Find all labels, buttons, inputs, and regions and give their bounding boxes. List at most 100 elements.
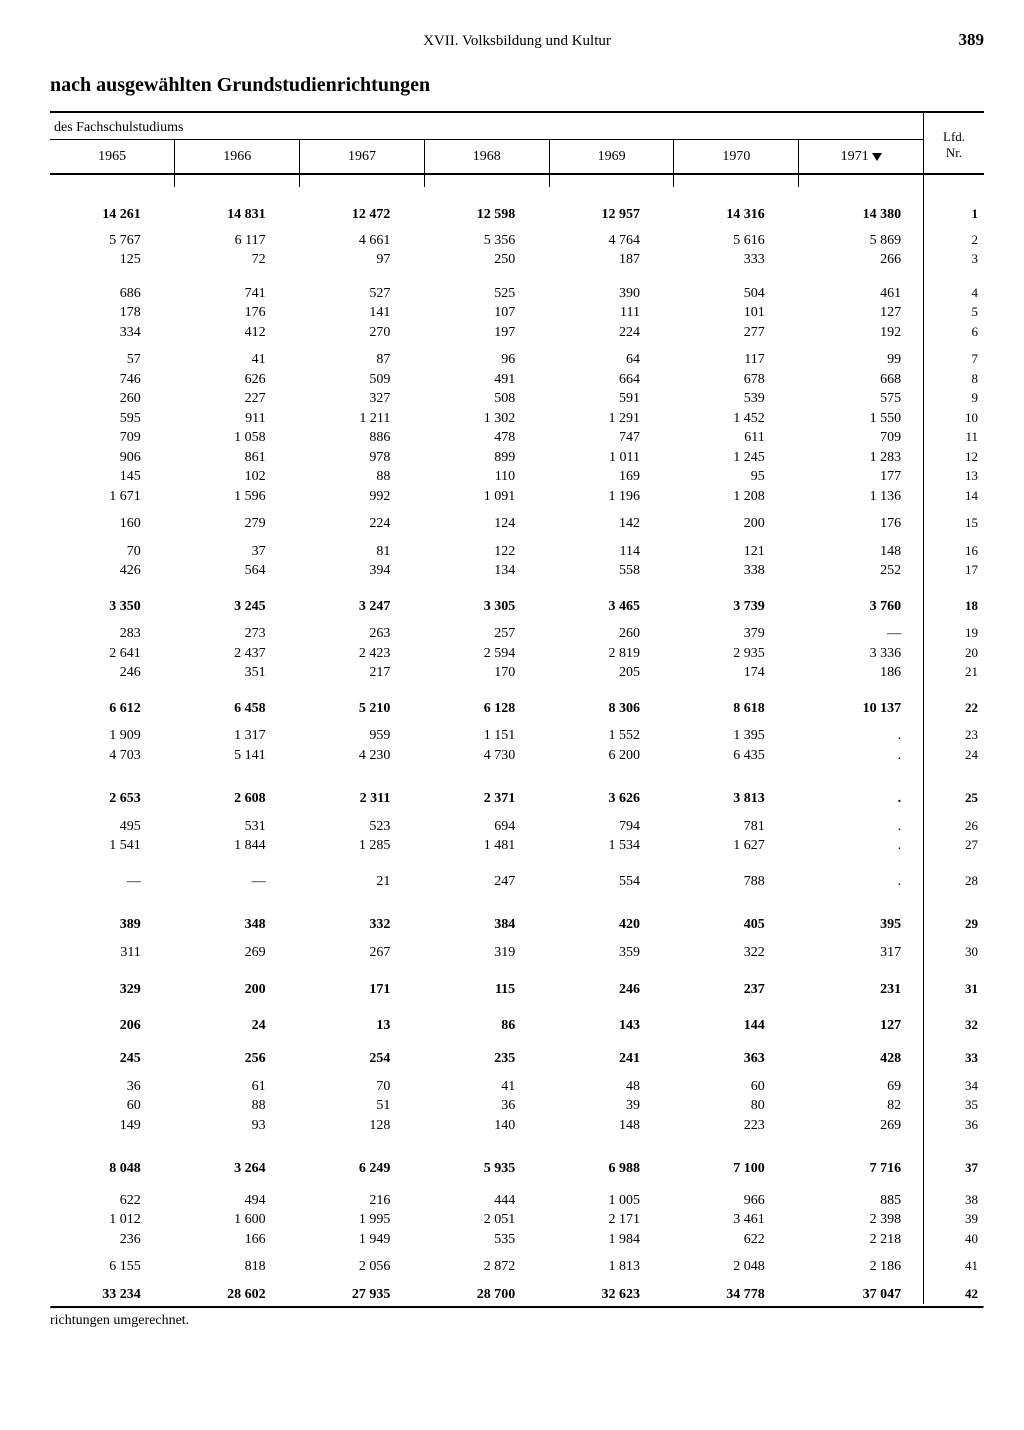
cell-value: 363	[674, 1049, 799, 1069]
cell-value: 200	[674, 514, 799, 534]
table-row: 1781761411071111011275	[50, 303, 984, 323]
cell-value: 611	[674, 428, 799, 448]
cell-value: 7 100	[674, 1159, 799, 1179]
cell-value: 3 760	[799, 597, 924, 617]
cell-value: 1 005	[549, 1191, 674, 1211]
lfd-nr: 32	[924, 1016, 984, 1036]
cell-value: 69	[799, 1077, 924, 1097]
cell-value: 558	[549, 561, 674, 581]
cell-value: 33 234	[50, 1285, 175, 1305]
cell-value: 3 245	[175, 597, 300, 617]
cell-value: 494	[175, 1191, 300, 1211]
table-row: 32920017111524623723131	[50, 980, 984, 1000]
lfd-nr: 18	[924, 597, 984, 617]
cell-value: 5 616	[674, 231, 799, 251]
cell-value: 495	[50, 817, 175, 837]
table-row: 7091 05888647874761170911	[50, 428, 984, 448]
cell-value: 57	[50, 350, 175, 370]
cell-value: 260	[50, 389, 175, 409]
cell-value: 5 210	[300, 699, 425, 719]
col-header-year: 1966	[175, 139, 300, 174]
data-table-wrapper: des Fachschulstudiums Lfd.Nr. 1965196619…	[50, 111, 984, 1304]
col-header-year: 1967	[300, 139, 425, 174]
cell-value: 575	[799, 389, 924, 409]
table-row: 2 6532 6082 3112 3713 6263 813.25	[50, 789, 984, 809]
cell-value: 3 461	[674, 1210, 799, 1230]
lfd-nr: 7	[924, 350, 984, 370]
cell-value: 1 136	[799, 487, 924, 507]
table-row: 9068619788991 0111 2451 28312	[50, 448, 984, 468]
col-header-year: 1970	[674, 139, 799, 174]
cell-value: 160	[50, 514, 175, 534]
cell-value: 60	[50, 1096, 175, 1116]
cell-value: 1 541	[50, 836, 175, 856]
cell-value: 241	[549, 1049, 674, 1069]
cell-value: 899	[424, 448, 549, 468]
cell-value: 348	[175, 915, 300, 935]
table-caption: des Fachschulstudiums	[50, 113, 924, 139]
lfd-nr: 17	[924, 561, 984, 581]
table-row: 16027922412414220017615	[50, 514, 984, 534]
cell-value: 252	[799, 561, 924, 581]
cell-value: 351	[175, 663, 300, 683]
cell-value: 523	[300, 817, 425, 837]
cell-value: 2 641	[50, 644, 175, 664]
cell-value: .	[799, 726, 924, 746]
cell-value: 14 380	[799, 205, 924, 225]
table-row: 6867415275253905044614	[50, 284, 984, 304]
cell-value: 277	[674, 323, 799, 343]
cell-value: 1 091	[424, 487, 549, 507]
cell-value: 1 949	[300, 1230, 425, 1250]
table-row: 283273263257260379—19	[50, 624, 984, 644]
cell-value: 224	[300, 514, 425, 534]
cell-value: 311	[50, 943, 175, 963]
cell-value: 2 171	[549, 1210, 674, 1230]
cell-value: 886	[300, 428, 425, 448]
cell-value: 192	[799, 323, 924, 343]
cell-value: 338	[674, 561, 799, 581]
page-number: 389	[924, 30, 984, 50]
cell-value: 2 872	[424, 1257, 549, 1277]
cell-value: 2 398	[799, 1210, 924, 1230]
cell-value: 1 452	[674, 409, 799, 429]
table-row: 1 9091 3179591 1511 5521 395.23	[50, 726, 984, 746]
cell-value: 12 472	[300, 205, 425, 225]
cell-value: 444	[424, 1191, 549, 1211]
lfd-nr: 1	[924, 205, 984, 225]
cell-value: 87	[300, 350, 425, 370]
cell-value: 216	[300, 1191, 425, 1211]
cell-value: 5 141	[175, 746, 300, 766]
cell-value: 491	[424, 370, 549, 390]
cell-value: 6 128	[424, 699, 549, 719]
cell-value: 176	[175, 303, 300, 323]
lfd-nr: 36	[924, 1116, 984, 1136]
cell-value: 176	[799, 514, 924, 534]
cell-value: 134	[424, 561, 549, 581]
table-row: 6224942164441 00596688538	[50, 1191, 984, 1211]
table-row: 12572972501873332663	[50, 250, 984, 270]
col-header-year: 1965	[50, 139, 175, 174]
cell-value: 461	[799, 284, 924, 304]
cell-value: —	[799, 624, 924, 644]
cell-value: 1 317	[175, 726, 300, 746]
col-header-year: 1968	[424, 139, 549, 174]
cell-value: 170	[424, 663, 549, 683]
cell-value: 4 661	[300, 231, 425, 251]
cell-value: 781	[674, 817, 799, 837]
cell-value: 535	[424, 1230, 549, 1250]
lfd-nr: 39	[924, 1210, 984, 1230]
cell-value: 622	[50, 1191, 175, 1211]
cell-value: 1 552	[549, 726, 674, 746]
cell-value: 270	[300, 323, 425, 343]
cell-value: 127	[799, 303, 924, 323]
cell-value: 61	[175, 1077, 300, 1097]
cell-value: 317	[799, 943, 924, 963]
cell-value: 125	[50, 250, 175, 270]
cell-value: 2 186	[799, 1257, 924, 1277]
cell-value: 32 623	[549, 1285, 674, 1305]
cell-value: 3 350	[50, 597, 175, 617]
cell-value: 2 819	[549, 644, 674, 664]
cell-value: 39	[549, 1096, 674, 1116]
cell-value: 224	[549, 323, 674, 343]
table-row: 70378112211412114816	[50, 542, 984, 562]
